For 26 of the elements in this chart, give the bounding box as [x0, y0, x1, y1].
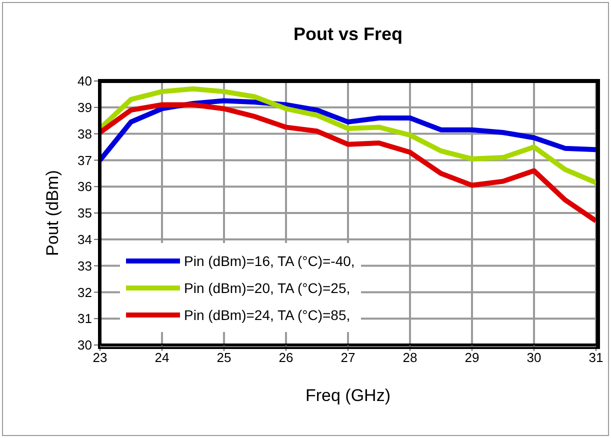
x-axis-title: Freq (GHz)	[306, 386, 390, 406]
x-tick-label: 27	[340, 350, 356, 366]
chart-title: Pout vs Freq	[292, 24, 404, 45]
x-tick-label: 23	[92, 350, 108, 366]
y-tick-label: 30	[78, 338, 92, 353]
x-tick-label: 30	[526, 350, 542, 366]
y-tick-label: 39	[78, 100, 92, 116]
y-tick-label: 37	[78, 152, 92, 168]
x-tick-label: 25	[216, 350, 232, 366]
y-tick-label: 33	[78, 258, 92, 274]
x-tick-label: 31	[588, 350, 604, 366]
legend-label: Pin (dBm)=16, TA (°C)=-40,	[184, 252, 355, 268]
x-tick-label: 24	[154, 350, 170, 366]
y-tick-label: 35	[78, 206, 92, 221]
legend-label: Pin (dBm)=24, TA (°C)=85,	[184, 306, 350, 322]
y-tick-label: 34	[78, 232, 92, 248]
x-tick-label: 26	[278, 350, 294, 366]
y-tick-label: 32	[78, 284, 92, 300]
y-tick-label: 40	[78, 74, 92, 89]
y-tick-label: 36	[78, 179, 92, 194]
legend-label: Pin (dBm)=20, TA (°C)=25,	[184, 280, 350, 296]
y-axis-title: Pout (dBm)	[43, 170, 62, 256]
x-tick-label: 28	[402, 350, 418, 366]
x-tick-label: 29	[464, 350, 480, 366]
y-tick-label: 38	[78, 126, 92, 142]
y-tick-label: 31	[78, 311, 92, 326]
